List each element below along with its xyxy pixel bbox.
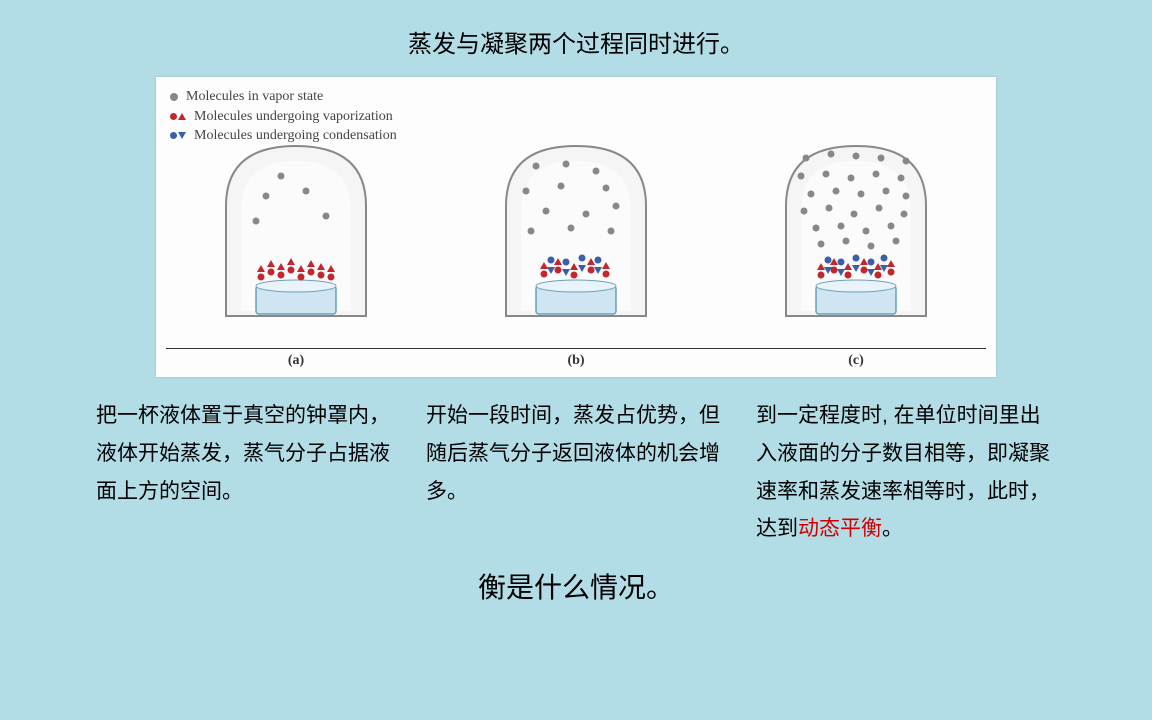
panel-b: (b) (456, 136, 696, 369)
desc-c-tail: 。 (882, 517, 903, 540)
bell-jar-svg (466, 136, 686, 346)
slide-title: 蒸发与凝聚两个过程同时进行。 (0, 0, 1152, 59)
bell-jar-svg (186, 136, 406, 346)
vapor-dot-icon (170, 93, 178, 101)
legend-evap: Molecules undergoing vaporization (170, 107, 397, 127)
panel-label: (c) (736, 353, 976, 369)
desc-c-highlight: 动态平衡 (798, 517, 882, 540)
panel-c: (c) (736, 136, 976, 369)
desc-b: 开始一段时间，蒸发占优势，但随后蒸气分子返回液体的机会增多。 (426, 397, 726, 548)
legend-vapor-label: Molecules in vapor state (186, 87, 323, 107)
panel-a: (a) (176, 136, 416, 369)
legend-evap-label: Molecules undergoing vaporization (194, 107, 393, 127)
desc-c: 到一定程度时, 在单位时间里出入液面的分子数目相等，即凝聚速率和蒸发速率相等时，… (756, 397, 1056, 548)
descriptions-row: 把一杯液体置于真空的钟罩内，液体开始蒸发，蒸气分子占据液面上方的空间。 开始一段… (80, 397, 1072, 548)
bottom-text: 衡是什么情况。 (0, 566, 1152, 606)
panel-label: (b) (456, 353, 696, 369)
legend-vapor: Molecules in vapor state (170, 87, 397, 107)
bell-jar-svg (746, 136, 966, 346)
panel-label: (a) (176, 353, 416, 369)
desc-a: 把一杯液体置于真空的钟罩内，液体开始蒸发，蒸气分子占据液面上方的空间。 (96, 397, 396, 548)
diagram-figure: Molecules in vapor state Molecules under… (156, 77, 996, 377)
panels-row: (a) (b) (c) (156, 136, 996, 369)
evap-icon (170, 113, 186, 120)
